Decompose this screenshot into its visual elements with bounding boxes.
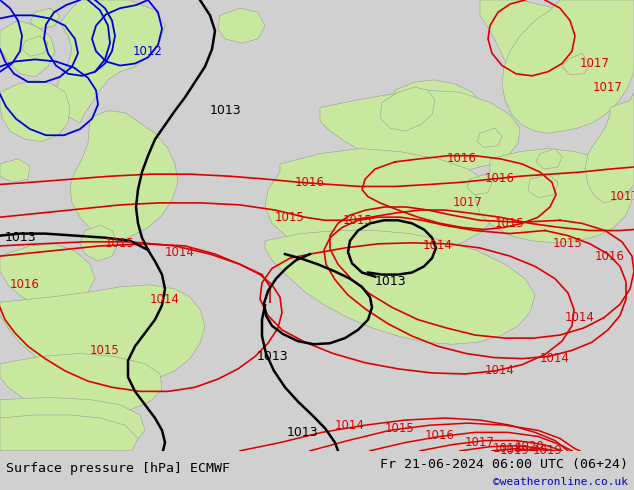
Text: 1016: 1016 bbox=[295, 176, 325, 189]
Text: Surface pressure [hPa] ECMWF: Surface pressure [hPa] ECMWF bbox=[6, 462, 230, 475]
Text: 1017: 1017 bbox=[580, 57, 610, 70]
Text: 1012: 1012 bbox=[133, 45, 163, 58]
Polygon shape bbox=[477, 128, 502, 147]
Text: 1016: 1016 bbox=[425, 429, 455, 442]
Polygon shape bbox=[585, 92, 634, 203]
Text: 1015: 1015 bbox=[90, 344, 120, 357]
Polygon shape bbox=[265, 230, 535, 344]
Text: 1015: 1015 bbox=[343, 214, 373, 227]
Polygon shape bbox=[475, 148, 632, 243]
Polygon shape bbox=[528, 174, 558, 198]
Polygon shape bbox=[0, 159, 30, 182]
Polygon shape bbox=[502, 0, 634, 133]
Polygon shape bbox=[0, 397, 145, 451]
Polygon shape bbox=[55, 0, 165, 123]
Text: 1020: 1020 bbox=[515, 440, 545, 453]
Polygon shape bbox=[0, 80, 70, 142]
Polygon shape bbox=[30, 8, 60, 29]
Polygon shape bbox=[320, 90, 520, 172]
Text: 1013: 1013 bbox=[374, 275, 406, 288]
Text: Fr 21-06-2024 06:00 UTC (06+24): Fr 21-06-2024 06:00 UTC (06+24) bbox=[380, 458, 628, 471]
Polygon shape bbox=[0, 21, 55, 77]
Text: 1014: 1014 bbox=[335, 418, 365, 432]
Text: 1018: 1018 bbox=[493, 442, 523, 455]
Text: 1015: 1015 bbox=[495, 217, 525, 230]
Polygon shape bbox=[467, 174, 492, 195]
Polygon shape bbox=[536, 148, 562, 169]
Text: 1014: 1014 bbox=[423, 240, 453, 252]
Polygon shape bbox=[562, 53, 590, 75]
Polygon shape bbox=[392, 80, 482, 137]
Text: 1016: 1016 bbox=[595, 249, 625, 263]
Text: 1017: 1017 bbox=[593, 80, 623, 94]
Polygon shape bbox=[410, 133, 465, 169]
Text: 1016: 1016 bbox=[10, 278, 40, 292]
Text: 1014: 1014 bbox=[485, 365, 515, 377]
Polygon shape bbox=[0, 415, 138, 451]
Text: 1016: 1016 bbox=[447, 152, 477, 165]
Text: 1013: 1013 bbox=[209, 104, 241, 117]
Text: 1015: 1015 bbox=[105, 237, 135, 250]
Polygon shape bbox=[22, 36, 48, 56]
Polygon shape bbox=[218, 8, 265, 43]
Text: 1019: 1019 bbox=[533, 444, 563, 457]
Polygon shape bbox=[0, 353, 162, 415]
Polygon shape bbox=[0, 244, 95, 307]
Text: 1016: 1016 bbox=[485, 172, 515, 185]
Text: 1013: 1013 bbox=[256, 350, 288, 363]
Text: 1017: 1017 bbox=[453, 196, 483, 209]
Text: ©weatheronline.co.uk: ©weatheronline.co.uk bbox=[493, 477, 628, 487]
Text: 1014: 1014 bbox=[150, 293, 180, 306]
Text: 1017: 1017 bbox=[610, 190, 634, 203]
Text: 1015: 1015 bbox=[275, 211, 305, 224]
Text: 1015: 1015 bbox=[553, 237, 583, 250]
Text: 1019: 1019 bbox=[500, 444, 530, 457]
Text: 1013: 1013 bbox=[4, 231, 36, 244]
Text: 1013: 1013 bbox=[286, 426, 318, 439]
Text: 1014: 1014 bbox=[540, 352, 570, 365]
Polygon shape bbox=[70, 111, 178, 241]
Polygon shape bbox=[0, 285, 205, 384]
Polygon shape bbox=[480, 0, 596, 98]
Text: 1017: 1017 bbox=[465, 436, 495, 449]
Polygon shape bbox=[80, 225, 118, 261]
Text: 1014: 1014 bbox=[565, 311, 595, 324]
Polygon shape bbox=[380, 87, 435, 131]
Text: 1014: 1014 bbox=[165, 245, 195, 259]
Text: 1015: 1015 bbox=[385, 422, 415, 435]
Polygon shape bbox=[265, 148, 498, 256]
